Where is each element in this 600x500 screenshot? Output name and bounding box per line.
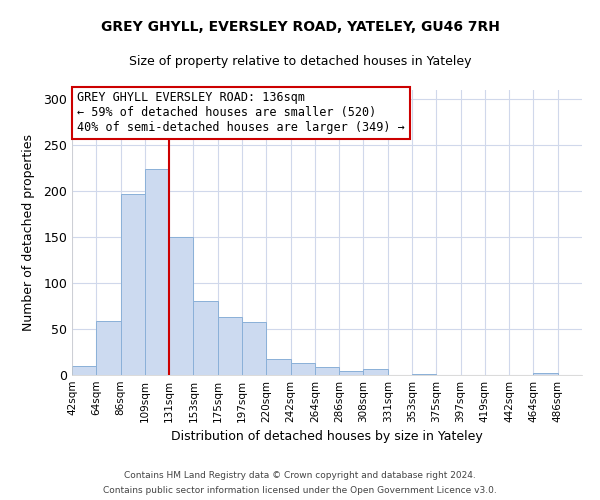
Bar xyxy=(96,321,121,375)
Text: Size of property relative to detached houses in Yateley: Size of property relative to detached ho… xyxy=(129,55,471,68)
Bar xyxy=(145,169,169,375)
Bar xyxy=(533,373,558,375)
Text: Contains HM Land Registry data © Crown copyright and database right 2024.: Contains HM Land Registry data © Crown c… xyxy=(124,471,476,480)
Bar xyxy=(72,366,96,375)
Bar xyxy=(169,237,193,375)
Bar xyxy=(315,366,339,375)
Bar xyxy=(266,360,290,375)
Bar xyxy=(339,372,364,375)
Y-axis label: Number of detached properties: Number of detached properties xyxy=(22,134,35,331)
Bar xyxy=(364,370,388,375)
Bar xyxy=(242,322,266,375)
Text: Contains public sector information licensed under the Open Government Licence v3: Contains public sector information licen… xyxy=(103,486,497,495)
Bar xyxy=(290,363,315,375)
Text: GREY GHYLL, EVERSLEY ROAD, YATELEY, GU46 7RH: GREY GHYLL, EVERSLEY ROAD, YATELEY, GU46… xyxy=(101,20,499,34)
Bar xyxy=(193,302,218,375)
Bar xyxy=(412,374,436,375)
Text: GREY GHYLL EVERSLEY ROAD: 136sqm
← 59% of detached houses are smaller (520)
40% : GREY GHYLL EVERSLEY ROAD: 136sqm ← 59% o… xyxy=(77,92,405,134)
Bar xyxy=(218,317,242,375)
X-axis label: Distribution of detached houses by size in Yateley: Distribution of detached houses by size … xyxy=(171,430,483,444)
Bar xyxy=(121,194,145,375)
